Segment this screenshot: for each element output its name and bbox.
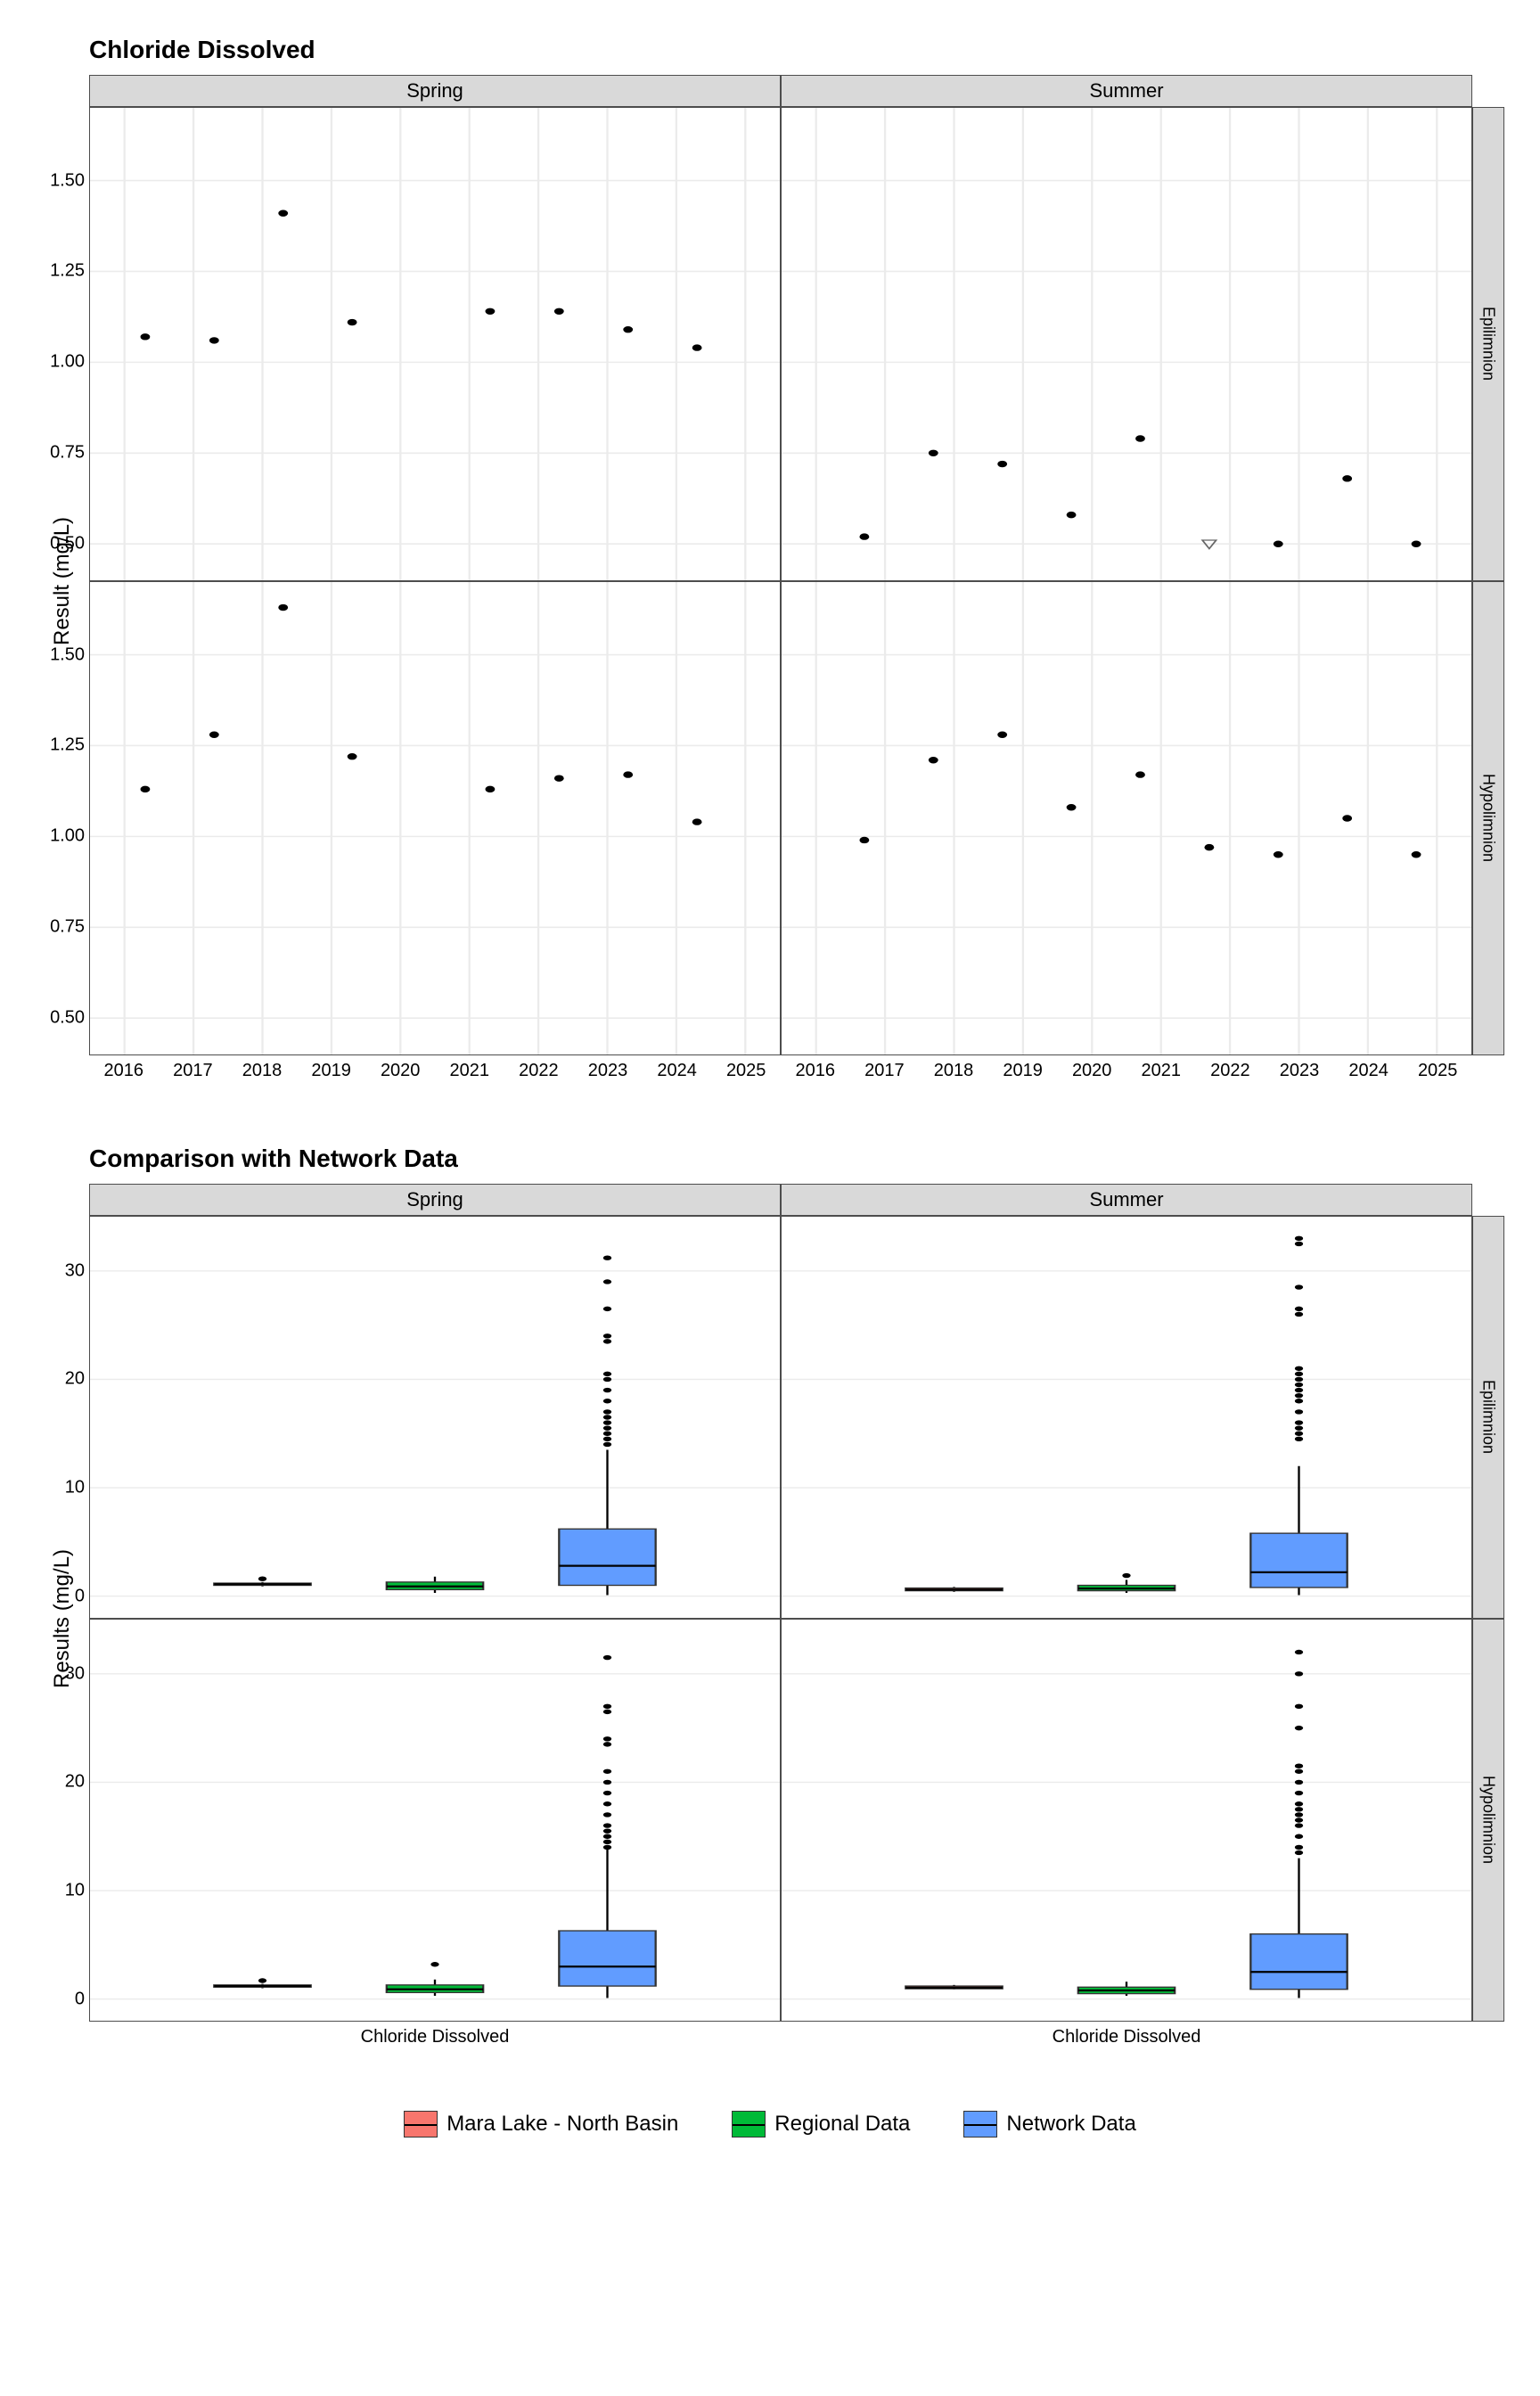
col-strip: Spring	[89, 75, 781, 107]
boxplot-title: Comparison with Network Data	[89, 1145, 1504, 1173]
y-tick-label: 1.00	[40, 352, 85, 373]
row-strip: Epilimnion	[1472, 107, 1504, 581]
y-tick-label: 1.50	[40, 644, 85, 665]
scatter-title: Chloride Dissolved	[89, 36, 1504, 64]
legend-label: Network Data	[1006, 2112, 1135, 2137]
boxplot-panel: 0102030	[89, 1216, 781, 1619]
y-tick-label: 1.25	[40, 261, 85, 282]
y-tick-label: 0	[49, 1586, 85, 1606]
y-axis-label: Result (mg/L)	[36, 107, 89, 1055]
legend-swatch	[963, 2111, 997, 2138]
col-strip: Summer	[781, 1184, 1472, 1216]
y-tick-label: 1.50	[40, 170, 85, 191]
legend-item: Network Data	[963, 2111, 1135, 2138]
legend-swatch	[732, 2111, 766, 2138]
x-ticks: 2016201720182019202020212022202320242025	[781, 1055, 1472, 1091]
legend-item: Regional Data	[732, 2111, 910, 2138]
y-tick-label: 0.50	[40, 534, 85, 554]
y-tick-label: 20	[49, 1772, 85, 1793]
boxplot-panel	[781, 1619, 1472, 2022]
scatter-chart: Chloride Dissolved SpringSummer Result (m…	[36, 36, 1504, 1091]
y-tick-label: 0.75	[40, 917, 85, 938]
legend: Mara Lake - North Basin Regional Data Netw…	[36, 2111, 1504, 2138]
y-tick-label: 10	[49, 1478, 85, 1498]
row-strip: Hypolimnion	[1472, 1619, 1504, 2022]
scatter-facet-grid: SpringSummerResult (mg/L)0.500.751.001.2…	[36, 75, 1504, 1091]
scatter-panel: 0.500.751.001.251.50	[89, 107, 781, 581]
scatter-panel: 0.500.751.001.251.50	[89, 581, 781, 1055]
y-tick-label: 1.00	[40, 826, 85, 847]
scatter-panel	[781, 107, 1472, 581]
x-ticks: Chloride Dissolved	[89, 2022, 781, 2057]
y-tick-label: 1.25	[40, 735, 85, 756]
boxplot-panel	[781, 1216, 1472, 1619]
y-tick-label: 0.50	[40, 1008, 85, 1029]
legend-item: Mara Lake - North Basin	[404, 2111, 678, 2138]
x-ticks: 2016201720182019202020212022202320242025	[89, 1055, 781, 1091]
row-strip: Hypolimnion	[1472, 581, 1504, 1055]
legend-label: Regional Data	[774, 2112, 910, 2137]
y-tick-label: 20	[49, 1369, 85, 1390]
y-tick-label: 30	[49, 1663, 85, 1684]
y-tick-label: 10	[49, 1881, 85, 1901]
col-strip: Summer	[781, 75, 1472, 107]
boxplot-facet-grid: SpringSummerResults (mg/L)0102030Epilimn…	[36, 1184, 1504, 2057]
y-tick-label: 0.75	[40, 443, 85, 464]
scatter-panel	[781, 581, 1472, 1055]
legend-label: Mara Lake - North Basin	[446, 2112, 678, 2137]
y-tick-label: 0	[49, 1989, 85, 2009]
col-strip: Spring	[89, 1184, 781, 1216]
x-ticks: Chloride Dissolved	[781, 2022, 1472, 2057]
boxplot-chart: Comparison with Network Data SpringSumme…	[36, 1145, 1504, 2057]
y-tick-label: 30	[49, 1260, 85, 1281]
row-strip: Epilimnion	[1472, 1216, 1504, 1619]
legend-swatch	[404, 2111, 438, 2138]
boxplot-panel: 0102030	[89, 1619, 781, 2022]
